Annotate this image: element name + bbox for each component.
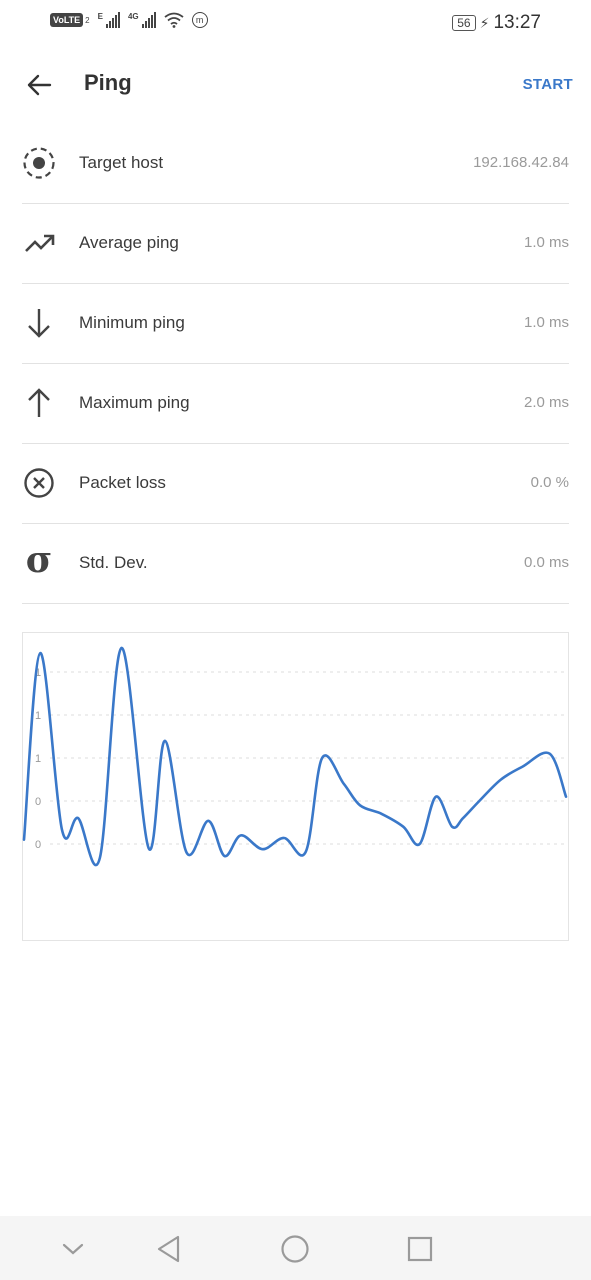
stat-value: 1.0 ms xyxy=(523,314,569,331)
stat-row-maximum-ping: Maximum ping 2.0 ms xyxy=(22,364,569,444)
charging-icon: ⚡ xyxy=(479,14,490,31)
cancel-circle-icon xyxy=(22,466,56,500)
stat-row-target-host: Target host 192.168.42.84 xyxy=(22,124,569,204)
wifi-icon xyxy=(164,12,184,28)
stat-row-minimum-ping: Minimum ping 1.0 ms xyxy=(22,284,569,364)
stat-value: 0.0 ms xyxy=(523,554,569,571)
recents-square-icon[interactable] xyxy=(403,1232,437,1266)
chart-y-ticks: 0 0 1 1 1 xyxy=(35,667,41,851)
m-app-icon: m xyxy=(191,12,208,28)
stat-value: 2.0 ms xyxy=(523,394,569,411)
y-tick-label: 1 xyxy=(35,667,41,679)
chevron-down-icon[interactable] xyxy=(56,1232,90,1266)
stat-row-std-dev: σ Std. Dev. 0.0 ms xyxy=(22,524,569,604)
page-title: Ping xyxy=(84,70,132,95)
arrow-up-icon xyxy=(22,386,56,420)
battery-icon: 56 xyxy=(452,15,476,31)
y-tick-label: 1 xyxy=(35,753,41,765)
stat-value: 0.0 % xyxy=(530,474,569,491)
stat-value: 1.0 ms xyxy=(523,234,569,251)
series-line xyxy=(22,646,568,867)
y-tick-label: 1 xyxy=(35,710,41,722)
stat-value: 192.168.42.84 xyxy=(473,154,569,171)
stat-row-average-ping: Average ping 1.0 ms xyxy=(22,204,569,284)
ping-chart: 0 0 1 1 1 xyxy=(22,632,569,941)
status-left: VoLTE 2 E 4G m xyxy=(50,12,208,28)
network-type-1: E xyxy=(97,12,103,21)
volte-sim-number: 2 xyxy=(85,15,90,25)
back-arrow-icon[interactable] xyxy=(24,70,54,100)
sigma-glyph: σ xyxy=(25,539,53,581)
ping-stats-list: Target host 192.168.42.84 Average ping 1… xyxy=(22,124,569,604)
y-tick-label: 0 xyxy=(35,839,41,851)
stat-label: Average ping xyxy=(79,233,179,252)
home-circle-icon[interactable] xyxy=(278,1232,312,1266)
app-bar: Ping START xyxy=(0,56,591,114)
y-tick-label: 0 xyxy=(35,796,41,808)
start-button[interactable]: START xyxy=(522,76,573,93)
target-icon xyxy=(22,146,56,180)
signal-icon xyxy=(105,12,120,28)
stat-label: Std. Dev. xyxy=(79,553,148,572)
status-bar: VoLTE 2 E 4G m 56 ⚡ 13:27 xyxy=(0,0,591,46)
volte-badge: VoLTE xyxy=(50,13,84,27)
stat-row-packet-loss: Packet loss 0.0 % xyxy=(22,444,569,524)
signal-icon-2 xyxy=(141,12,156,28)
network-type-2: 4G xyxy=(127,12,139,21)
system-nav-bar xyxy=(0,1216,591,1280)
sigma-icon: σ xyxy=(22,542,56,580)
chart-frame xyxy=(22,632,569,941)
clock: 13:27 xyxy=(493,12,541,33)
status-right: 56 ⚡ 13:27 xyxy=(452,12,541,34)
arrow-down-icon xyxy=(22,306,56,340)
trending-up-icon xyxy=(22,226,56,260)
stat-label: Minimum ping xyxy=(79,313,185,332)
stat-label: Target host xyxy=(79,153,164,172)
back-triangle-icon[interactable] xyxy=(152,1232,186,1266)
stat-label: Maximum ping xyxy=(79,393,190,412)
stat-label: Packet loss xyxy=(79,473,166,492)
